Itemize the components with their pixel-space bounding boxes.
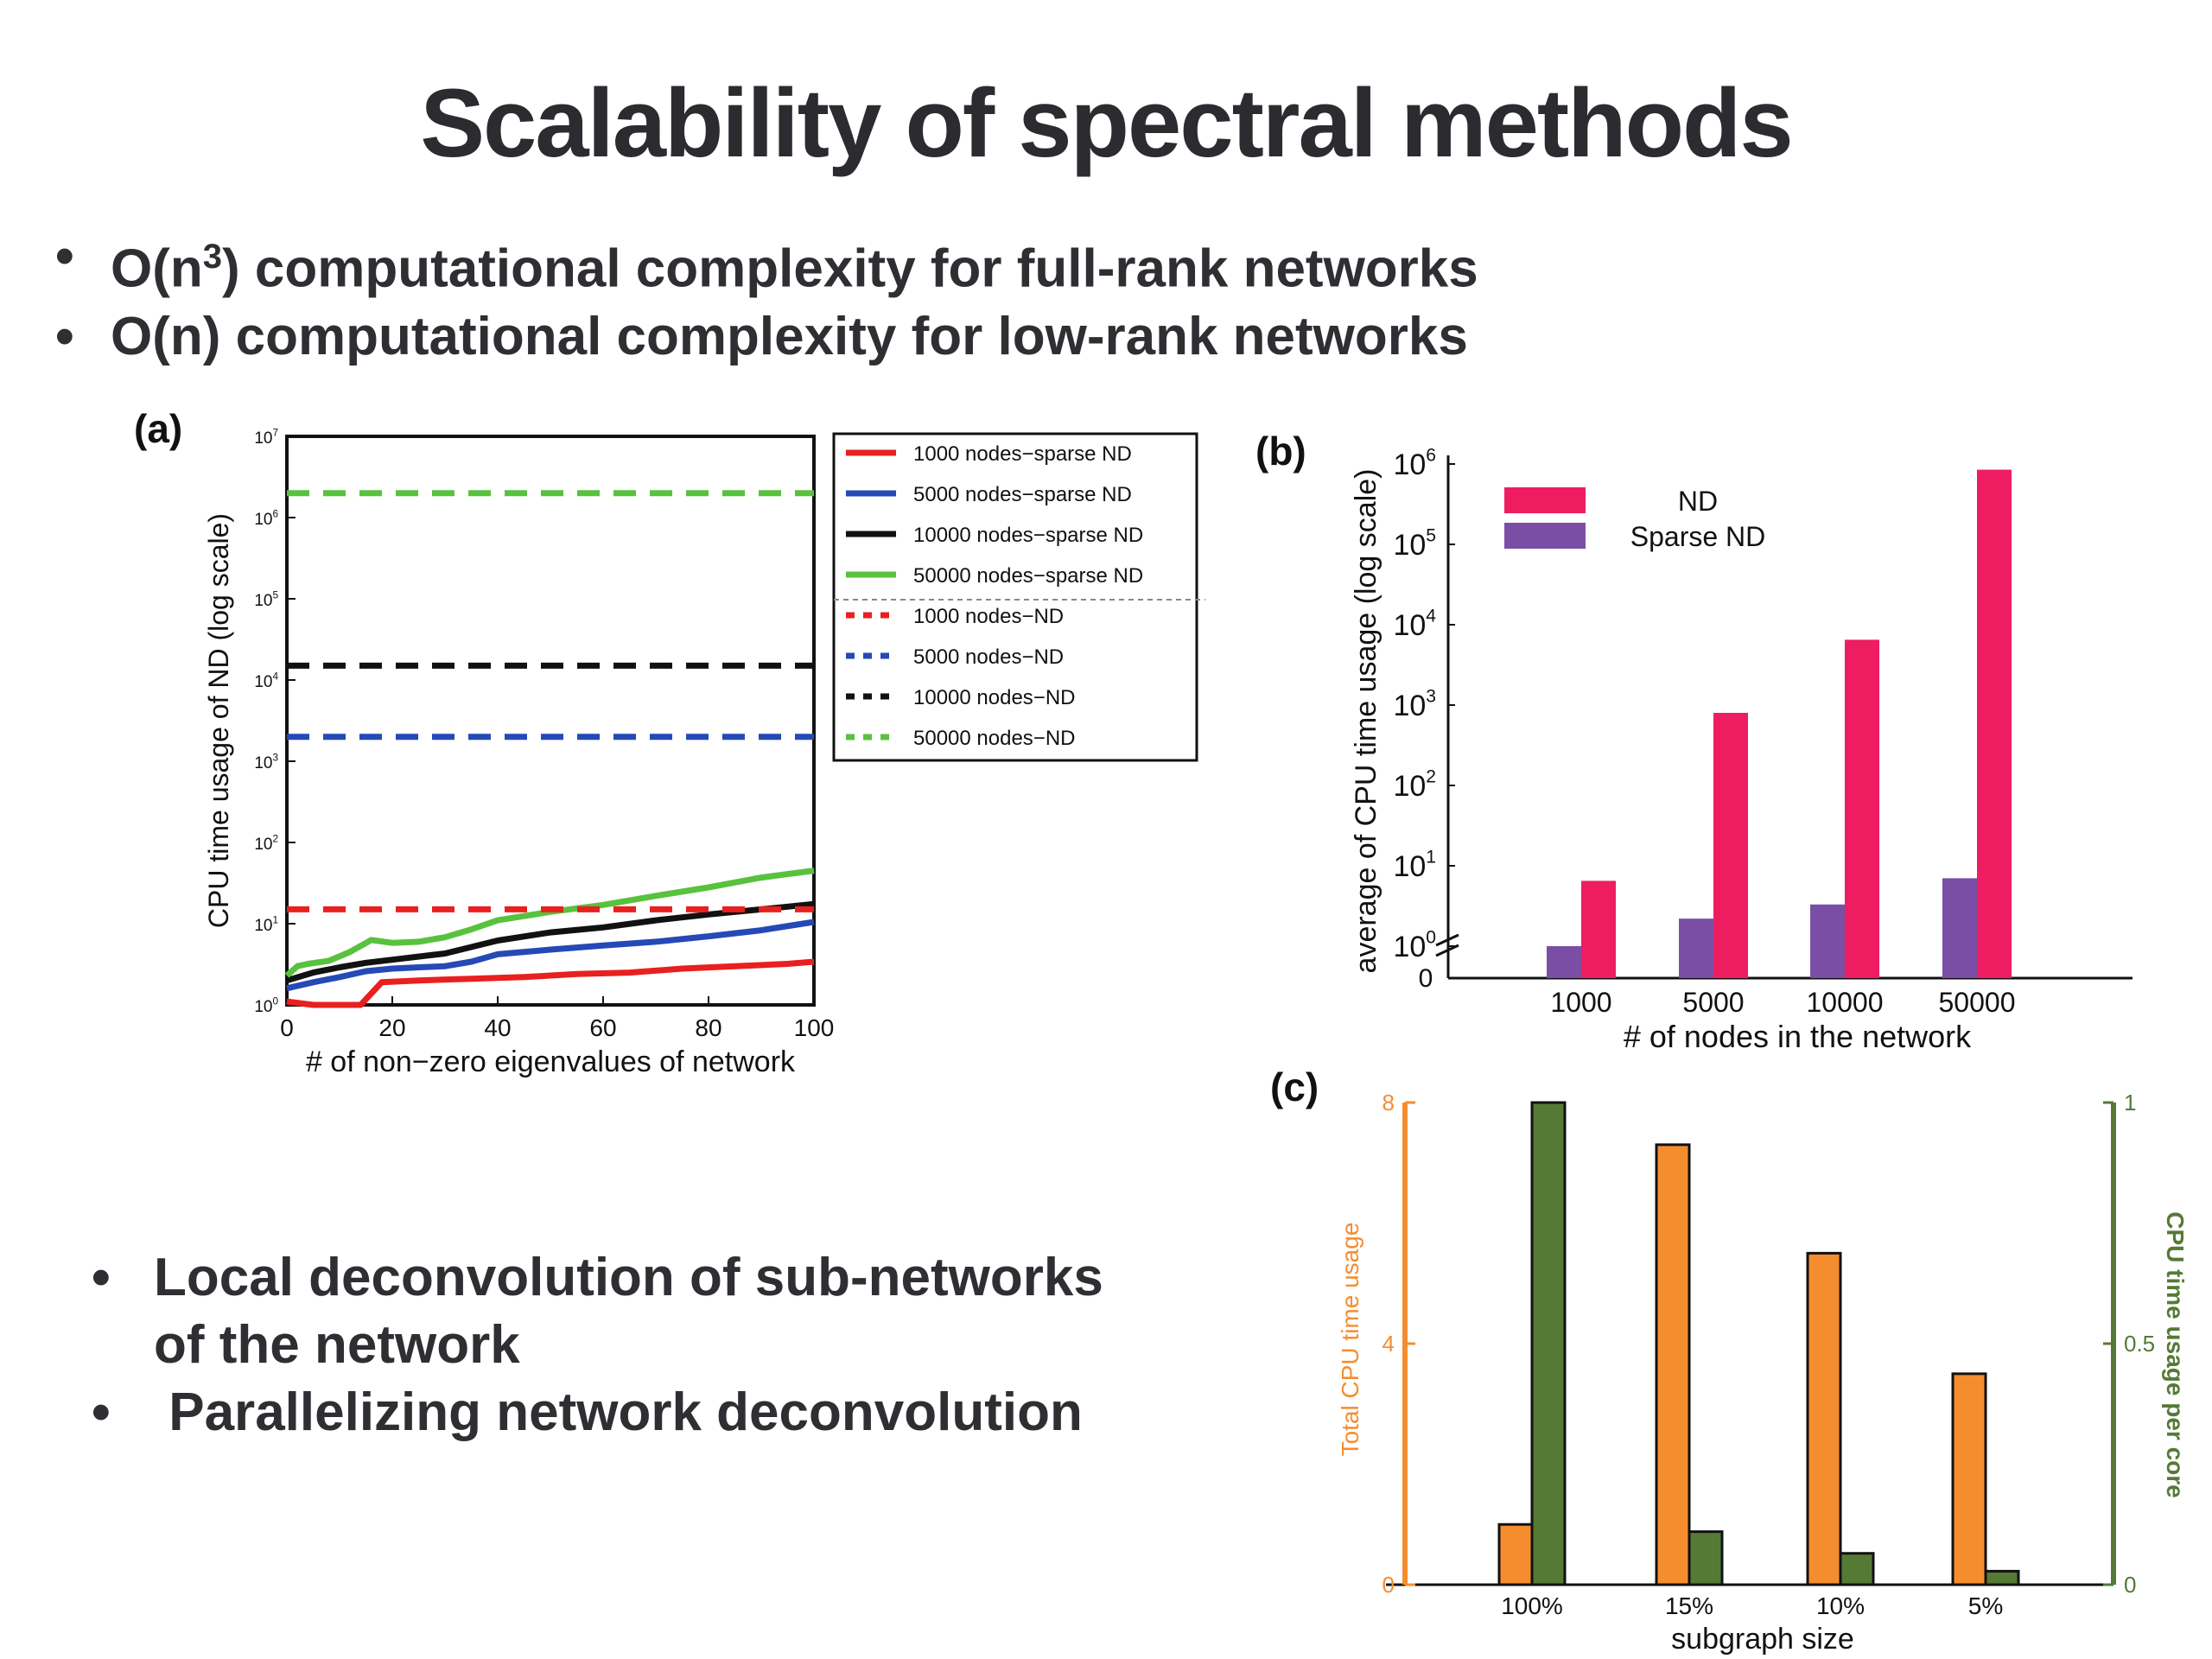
panel-a-y-tick-label: 102 [254,833,278,854]
panel-b-bar [1581,880,1616,978]
panel-c-left-tick-label: 8 [1382,1090,1395,1116]
panel-a-y-tick-label: 107 [254,427,278,448]
panel-b-legend-swatch [1504,523,1586,549]
panel-a-y-tick-label: 103 [254,752,278,772]
bullet-dot: • [55,306,74,366]
panel-c-x-tick-label: 10% [1816,1592,1865,1619]
bullet-text: O(n3) computational complexity for full-… [111,238,1478,299]
panel-b-y-tick-label: 103 [1393,687,1436,722]
bullet-list-bottom: • Local deconvolution of sub-networks of … [92,1244,1103,1446]
bullet-list-top: • O(n3) computational complexity for ful… [55,223,1478,371]
panel-b-bar [1810,904,1845,978]
panel-b-bar [1942,878,1977,978]
panel-a-x-tick-label: 60 [589,1014,616,1041]
bullet-dot: • [92,1248,111,1307]
panel-a-legend-label: 1000 nodes−sparse ND [913,442,1132,466]
panel-a-series-line [286,918,815,992]
panel-c-right-axis-label: CPU time usage per core [2162,1211,2189,1497]
panel-a-x-axis-label: # of non−zero eigenvalues of network [306,1046,796,1078]
panel-b-y-tick-label: 101 [1393,848,1436,883]
panel-c-bar-total [1655,1143,1691,1586]
panel-a-y-axis-label: CPU time usage of ND (log scale) [203,513,234,928]
panel-b-bar [1977,469,2012,978]
panel-b-legend-label: ND [1678,486,1718,517]
panel-c-x-tick-label: 15% [1665,1592,1713,1619]
panel-a-series-line [286,958,815,1008]
panel-b-x-axis-label: # of nodes in the network [1624,1019,1972,1054]
panel-a-x-tick-label: 80 [695,1014,721,1041]
panel-a-x-tick-label: 100 [794,1014,835,1041]
panel-c-right-tick-label: 1 [2124,1090,2136,1116]
panel-a-legend-label: 5000 nodes−sparse ND [913,483,1132,506]
bullet-item: • Parallelizing network deconvolution [92,1379,1103,1446]
bullet-item: • O(n) computational complexity for low-… [55,303,1478,371]
panel-b-axis-break [1435,933,1459,947]
panel-b-label: (b) [1255,429,1306,474]
panel-a-y-tick-label: 105 [254,589,278,610]
panel-b-y-tick-label: 102 [1393,767,1436,803]
panel-a-legend-box [832,432,1198,762]
panel-a-y-tick-label: 104 [254,671,278,691]
panel-c-left-axis-label: Total CPU time usage [1337,1223,1363,1457]
panel-b-y-axis-label: average of CPU time usage (log scale) [1350,469,1382,974]
panel-c-bar-total [1951,1372,1987,1586]
panel-c-right-tick-label: 0.5 [2124,1331,2155,1357]
panel-c-bar-total [1497,1522,1534,1586]
panel-c-bar-total [1806,1251,1842,1586]
panel-a-legend-label: 50000 nodes−ND [913,727,1075,750]
bullet-text: O(n) computational complexity for low-ra… [111,306,1468,366]
panel-c-x-tick-label: 100% [1501,1592,1563,1619]
panel-b-bar [1547,945,1581,978]
bullet-dot: • [92,1382,111,1442]
panel-a-plot-frame [285,435,816,1007]
bullet-dot: • [55,226,74,286]
panel-a-series-line [285,900,815,984]
panel-a-legend-label: 1000 nodes−ND [913,605,1064,628]
bullet-item: • Local deconvolution of sub-networks of … [92,1244,1103,1379]
panel-b-x-tick-label: 50000 [1939,987,2016,1018]
bullet-text: Parallelizing network deconvolution [154,1382,1083,1442]
panel-c-left-tick-label: 0 [1382,1572,1395,1598]
panel-a-y-tick-label: 101 [254,914,278,935]
panel-a-label: (a) [134,406,182,451]
bullet-item: • O(n3) computational complexity for ful… [55,223,1478,303]
panel-b-bar [1679,918,1713,978]
panel-b-y-tick-label: 100 [1393,928,1436,963]
panel-a-x-tick-label: 40 [484,1014,511,1041]
panel-a-series-line [284,868,815,978]
panel-c-bar-per-core [1984,1569,2020,1586]
panel-b-y-tick-label: 105 [1393,526,1436,562]
panel-b-x-tick-label: 10000 [1807,987,1884,1018]
panel-c-bar-per-core [1839,1552,1875,1586]
panel-b-x-tick-label: 5000 [1682,987,1744,1018]
panel-c-left-tick-label: 4 [1382,1331,1395,1357]
panel-a-legend-label: 50000 nodes−sparse ND [913,564,1143,588]
panel-a-x-tick-label: 0 [280,1014,294,1041]
bullet-text: Local deconvolution of sub-networks of th… [154,1248,1103,1375]
panel-a-legend-label: 10000 nodes−sparse ND [913,524,1143,547]
panel-c-bar-per-core [1688,1530,1724,1586]
panel-a-y-tick-label: 106 [254,508,278,529]
panel-b-y-tick-label: 106 [1393,446,1436,481]
panel-c-x-axis-label: subgraph size [1671,1623,1854,1656]
panel-b-legend-swatch [1504,487,1586,513]
panel-b-x-tick-label: 1000 [1550,987,1611,1018]
panel-a-legend-label: 5000 nodes−ND [913,645,1064,669]
panel-a-legend-label: 10000 nodes−ND [913,686,1075,709]
panel-b-bar [1845,639,1879,978]
panel-c-bar-per-core [1530,1101,1567,1586]
panel-a-y-tick-label: 100 [254,995,278,1016]
slide-title: Scalability of spectral methods [420,69,1793,177]
panel-b-bar [1713,713,1748,978]
panel-b-axis-break [1435,944,1459,957]
panel-c-label: (c) [1270,1065,1319,1109]
panel-a-x-tick-label: 20 [378,1014,405,1041]
panel-b-y-zero-label: 0 [1419,964,1433,993]
panel-b-y-tick-label: 104 [1393,607,1436,642]
panel-b-legend-label: Sparse ND [1630,521,1766,552]
panel-c-right-tick-label: 0 [2124,1572,2136,1598]
panel-c-x-tick-label: 5% [1968,1592,2003,1619]
